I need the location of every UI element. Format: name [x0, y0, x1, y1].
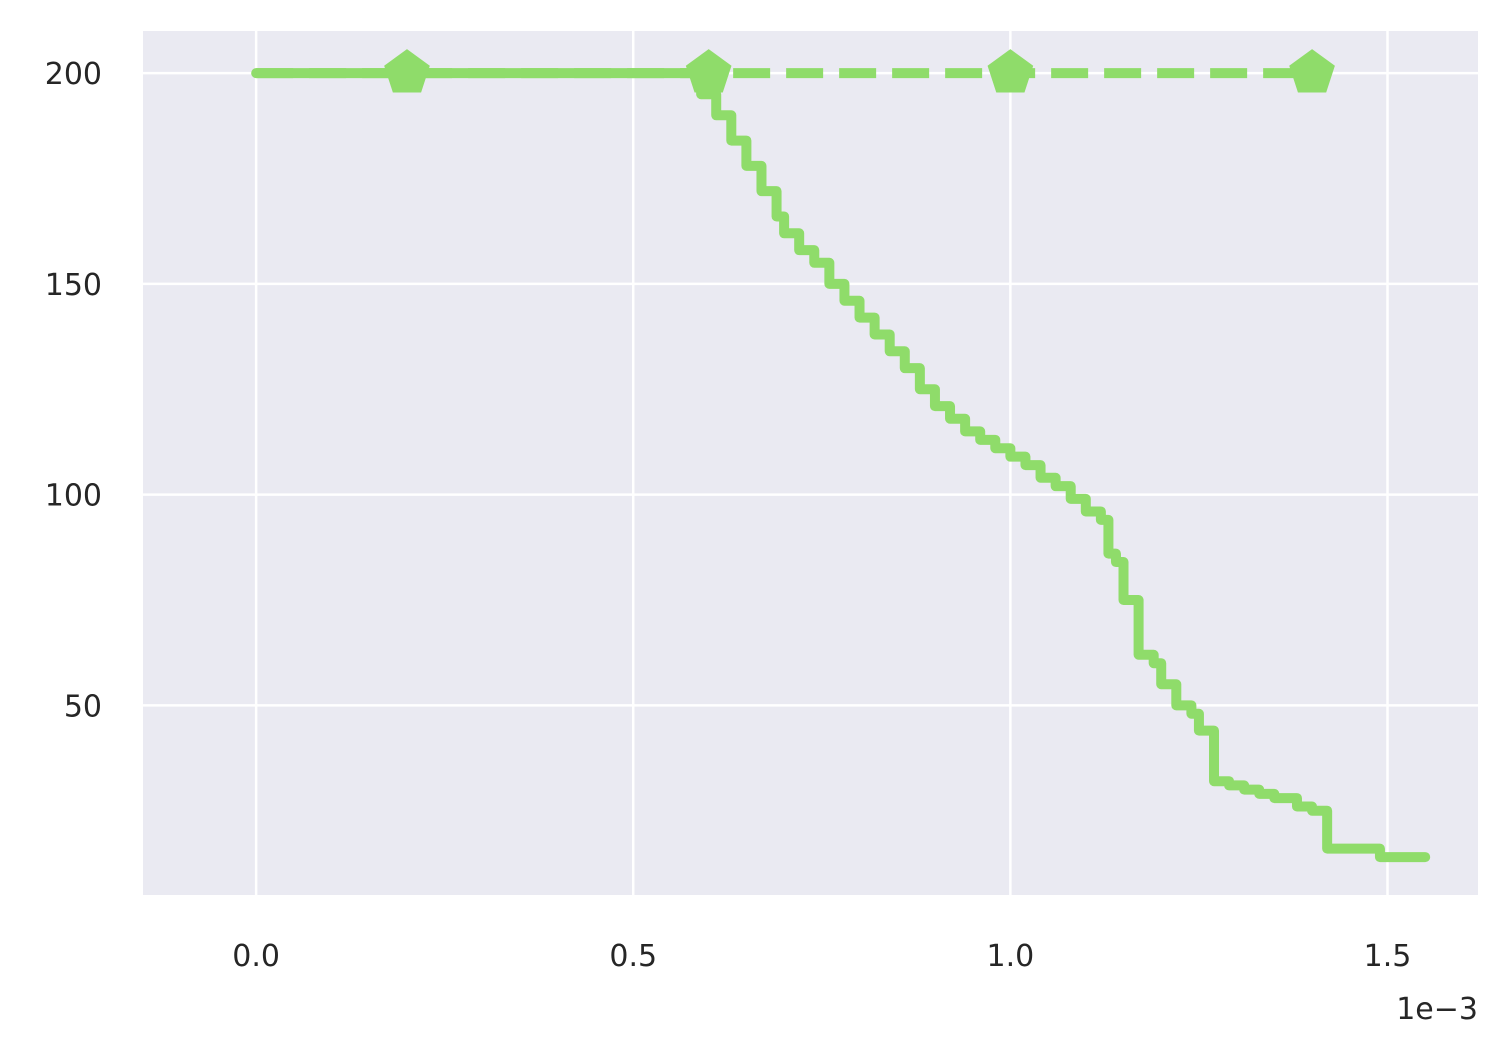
- series-marker: [384, 49, 430, 93]
- y-tick-label: 50: [64, 689, 102, 724]
- x-axis-offset-label: 1e−3: [1396, 992, 1478, 1027]
- y-tick-labels: 50 100 150 200: [45, 57, 102, 724]
- series-marker: [987, 49, 1034, 93]
- solid-series-line: [251, 68, 1431, 863]
- x-tick-label: 0.5: [609, 939, 657, 974]
- y-tick-label: 150: [45, 268, 102, 303]
- y-tick-label: 100: [45, 479, 102, 514]
- x-tick-label: 1.5: [1364, 939, 1412, 974]
- series-marker: [1289, 49, 1335, 93]
- x-tick-labels: 0.0 0.5 1.0 1.5: [232, 939, 1411, 974]
- x-tick-label: 1.0: [987, 939, 1035, 974]
- series-marker: [685, 49, 732, 93]
- series-layer: [251, 49, 1431, 863]
- grid-lines: [143, 31, 1478, 895]
- x-tick-label: 0.0: [232, 939, 280, 974]
- y-tick-label: 200: [45, 57, 102, 92]
- plot-background: [143, 31, 1478, 895]
